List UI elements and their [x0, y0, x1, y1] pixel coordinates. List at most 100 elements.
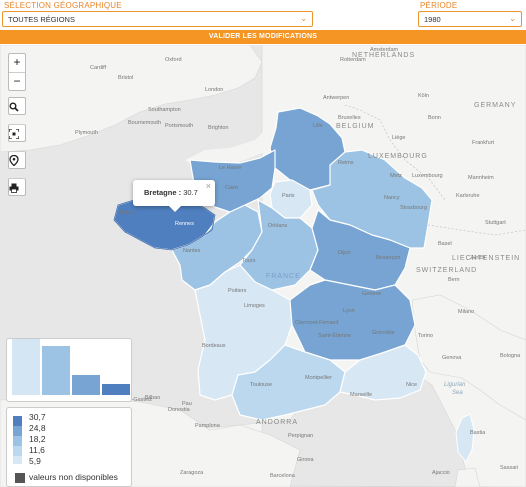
- place-label: Frankfurt: [472, 140, 495, 146]
- place-label: Brighton: [208, 125, 229, 131]
- place-label: Pamplona: [195, 423, 220, 429]
- place-label: Brest: [120, 210, 133, 216]
- place-label: Nancy: [384, 195, 400, 201]
- search-button[interactable]: [8, 97, 26, 115]
- legend-swatch-5: [13, 456, 22, 464]
- place-label: Liège: [392, 135, 406, 141]
- place-label: Lyon: [343, 308, 355, 314]
- place-label: Dijon: [338, 250, 351, 256]
- place-label: Toulouse: [250, 382, 273, 388]
- map-svg: [0, 45, 526, 487]
- country-label-luxembourg: LUXEMBOURG: [368, 153, 428, 160]
- print-icon: [9, 183, 19, 193]
- sea-label-ligurian: Ligurian: [444, 382, 466, 388]
- country-label-switzerland: SWITZERLAND: [416, 267, 478, 274]
- no-data-label: valeurs non disponibles: [29, 472, 118, 482]
- place-label: Bilbao: [145, 395, 161, 401]
- fit-bounds-button[interactable]: [8, 124, 26, 142]
- place-label: Girona: [297, 457, 314, 463]
- zoom-in-button[interactable]: +: [13, 55, 21, 69]
- land-channel-coast: [185, 55, 345, 170]
- chevron-down-icon: ⌄: [509, 14, 516, 23]
- place-label: Poitiers: [228, 288, 247, 294]
- place-label: Pau: [182, 401, 192, 407]
- chevron-down-icon: ⌄: [300, 14, 307, 23]
- place-label: Metz: [390, 173, 402, 179]
- place-label: Mannheim: [468, 175, 494, 181]
- place-label: Cardiff: [90, 65, 107, 71]
- period-select[interactable]: 1980 ⌄: [418, 11, 522, 27]
- region-paca[interactable]: [339, 344, 427, 401]
- legend-value-4: 11,6: [29, 445, 45, 455]
- place-label: Bologna: [500, 353, 521, 359]
- place-label: Bournemouth: [128, 120, 162, 126]
- map-canvas[interactable]: NETHERLANDS BELGIUM GERMANY LUXEMBOURG S…: [0, 45, 526, 487]
- place-label: Bonn: [428, 115, 441, 121]
- legend-swatch-4: [13, 446, 22, 456]
- place-label: Limoges: [244, 303, 265, 309]
- place-label: Antwerpen: [323, 95, 350, 101]
- place-label: Oxford: [165, 57, 182, 63]
- place-label: Saint-Étienne: [318, 333, 352, 339]
- place-label: Amsterdam: [370, 47, 399, 53]
- border-de-ch: [427, 224, 526, 236]
- place-label: Strasbourg: [400, 205, 427, 211]
- place-label: Southampton: [148, 107, 181, 113]
- country-label-andorra: ANDORRA: [256, 419, 299, 426]
- place-label: Luxembourg: [412, 173, 443, 179]
- place-label: London: [205, 87, 224, 93]
- place-label: Basel: [438, 241, 452, 247]
- legend-value-2: 24,8: [29, 423, 46, 433]
- period-label: PÉRIODE: [420, 1, 458, 10]
- legend-value-5: 5,9: [29, 456, 41, 466]
- legend-swatch-2: [13, 426, 22, 436]
- place-label: Nantes: [183, 248, 201, 254]
- place-label: Bordeaux: [202, 343, 226, 349]
- legend-swatch-3: [13, 436, 22, 446]
- histogram-bar: [72, 375, 100, 395]
- place-label: Bristol: [118, 75, 134, 81]
- country-label-belgium: BELGIUM: [336, 123, 375, 130]
- region-bourgogne-franche-comte[interactable]: [309, 209, 411, 291]
- histogram-bar: [42, 346, 70, 395]
- histogram-panel: [6, 338, 132, 402]
- place-label: Rennes: [175, 221, 194, 227]
- place-label: Grenoble: [372, 330, 395, 336]
- place-label: Perpignan: [288, 433, 314, 439]
- geo-selection-label: SÉLECTION GÉOGRAPHIQUE: [4, 1, 122, 10]
- country-label-france: FRANCE: [266, 273, 301, 280]
- place-label: Donostia: [168, 407, 190, 413]
- country-label-liechtenstein: LIECHTENSTEIN: [452, 255, 521, 262]
- legend-swatch-1: [13, 416, 22, 426]
- histogram-bar: [102, 384, 130, 395]
- search-icon: [9, 102, 19, 112]
- no-data-swatch: [15, 473, 25, 483]
- place-label: Le Havre: [219, 165, 242, 171]
- place-label: Stuttgart: [485, 220, 506, 226]
- place-label: Milano: [458, 309, 475, 315]
- validate-button[interactable]: VALIDER LES MODIFICATIONS: [0, 30, 526, 44]
- print-button[interactable]: [8, 178, 26, 196]
- place-label: Genève: [362, 291, 382, 297]
- geo-select[interactable]: TOUTES RÉGIONS ⌄: [2, 11, 313, 27]
- place-label: Paris: [282, 193, 295, 199]
- place-label: Montpellier: [305, 375, 332, 381]
- place-label: Bastia: [470, 430, 486, 436]
- region-grand-est[interactable]: [311, 149, 433, 249]
- locate-button[interactable]: [8, 151, 26, 169]
- tooltip-value: 30.7: [183, 188, 198, 197]
- place-label: Torino: [418, 333, 433, 339]
- zoom-out-button[interactable]: −: [9, 72, 25, 90]
- place-label: Tours: [242, 258, 256, 264]
- close-icon[interactable]: ×: [205, 181, 211, 191]
- place-label: Zürich: [470, 255, 486, 261]
- region-centre-val-de-loire[interactable]: [239, 199, 319, 291]
- place-label: Barcelona: [270, 473, 295, 479]
- land-corsica: [455, 413, 475, 463]
- place-label: Rotterdam: [340, 57, 366, 63]
- land-uk: [0, 45, 263, 153]
- legend-value-1: 30,7: [29, 412, 46, 422]
- place-label: Bern: [448, 277, 460, 283]
- zoom-control: + −: [8, 53, 26, 91]
- country-label-netherlands: NETHERLANDS: [352, 52, 416, 59]
